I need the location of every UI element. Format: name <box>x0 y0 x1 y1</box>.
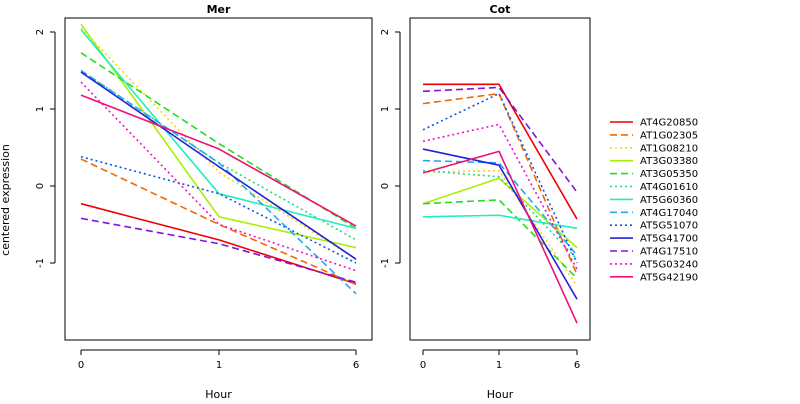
series-line-at5g42190 <box>422 150 578 324</box>
y-tick-label: 1 <box>380 106 391 112</box>
y-tick-label: -1 <box>380 258 391 268</box>
legend-label: AT1G08210 <box>640 143 698 154</box>
legend-label: AT4G17040 <box>640 208 698 219</box>
series-line-at4g17040 <box>422 159 578 256</box>
x-tick-label: 0 <box>78 360 84 371</box>
legend-box <box>598 111 708 283</box>
legend-label: AT5G03240 <box>640 259 698 270</box>
panel-title: Mer <box>207 3 231 16</box>
legend-label: AT5G60360 <box>640 195 698 206</box>
x-tick-label: 1 <box>496 360 502 371</box>
x-axis-label: Hour <box>205 388 232 400</box>
series-line-at5g41700 <box>422 148 578 300</box>
legend-label: AT3G03380 <box>640 156 698 167</box>
y-tick-label: 2 <box>35 29 46 35</box>
series-line-at5g41700 <box>80 71 357 260</box>
series-line-at5g03240 <box>80 81 357 272</box>
legend-label: AT5G42190 <box>640 272 698 283</box>
y-tick-label: 1 <box>35 106 46 112</box>
y-tick-label: -1 <box>35 258 46 268</box>
legend-label: AT3G05350 <box>640 169 698 180</box>
x-tick-label: 1 <box>216 360 222 371</box>
legend-label: AT1G02305 <box>640 130 698 141</box>
plot-frame <box>64 17 373 341</box>
series-line-at5g03240 <box>422 123 578 270</box>
series-line-at4g01610 <box>422 169 578 260</box>
series-line-at5g60360 <box>80 29 357 230</box>
x-tick-label: 0 <box>420 360 426 371</box>
series-line-at1g02305 <box>422 92 578 275</box>
y-tick-label: 0 <box>35 183 46 189</box>
panel-title: Cot <box>490 3 511 16</box>
plot-frame <box>409 17 591 341</box>
x-tick-label: 6 <box>574 360 580 371</box>
legend-label: AT4G17510 <box>640 247 698 258</box>
y-axis-label: centered expression <box>0 144 12 256</box>
series-line-at1g08210 <box>80 27 357 260</box>
series-line-at4g17040 <box>80 69 357 295</box>
series-line-at1g02305 <box>80 158 357 286</box>
series-line-at4g17510 <box>422 86 578 193</box>
series-line-at5g42190 <box>80 94 357 227</box>
series-line-at4g20850 <box>423 83 578 220</box>
legend-label: AT4G20850 <box>640 118 698 129</box>
y-tick-label: 2 <box>380 29 391 35</box>
x-tick-label: 6 <box>353 360 359 371</box>
series-line-at5g51070 <box>80 155 357 264</box>
legend-label: AT5G51070 <box>640 221 698 232</box>
series-line-at3g05350 <box>422 199 578 279</box>
panel-mer: Mer 0 1 6 Hour -1 0 1 2 <box>35 3 373 401</box>
legend-label: AT5G41700 <box>640 234 698 245</box>
panel-cot: Cot 0 1 6 Hour -1 0 1 2 <box>380 3 591 401</box>
x-axis-label: Hour <box>487 388 514 400</box>
y-tick-label: 0 <box>380 183 391 189</box>
series-line-at3g03380 <box>80 23 357 249</box>
series-line-at1g08210 <box>422 169 578 287</box>
legend-label: AT4G01610 <box>640 182 698 193</box>
series-line-at3g05350 <box>80 52 357 230</box>
series-line-at4g17510 <box>80 217 357 284</box>
